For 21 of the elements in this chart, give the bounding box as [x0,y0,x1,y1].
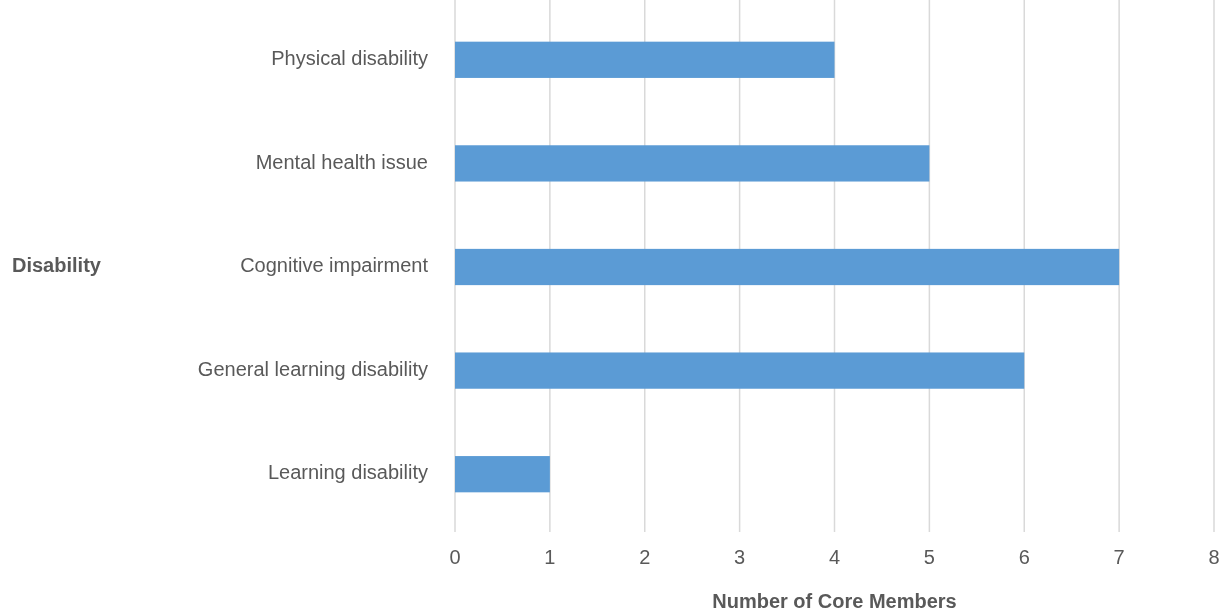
x-tick-label: 2 [639,546,651,568]
x-tick-label: 3 [734,546,746,568]
x-tick-label: 1 [544,546,556,568]
bar [455,456,550,493]
x-tick-label: 8 [1208,546,1220,568]
y-tick-label: Learning disability [267,461,428,484]
x-tick-label: 6 [1018,546,1030,568]
bar [455,248,1120,286]
y-tick-label: Mental health issue [255,150,428,173]
x-tick-label: 5 [923,546,935,568]
y-tick-label: Cognitive impairment [240,254,429,277]
bar [455,145,930,182]
y-tick-label: General learning disability [197,357,428,380]
bar [455,352,1025,389]
x-tick-label: 4 [828,546,841,568]
x-axis-title: Number of Core Members [712,590,957,612]
bar [455,41,835,78]
x-tick-label: 7 [1113,546,1125,568]
x-tick-label: 0 [449,546,461,568]
y-tick-label: Physical disability [271,47,428,70]
y-axis-title: Disability [12,254,102,277]
